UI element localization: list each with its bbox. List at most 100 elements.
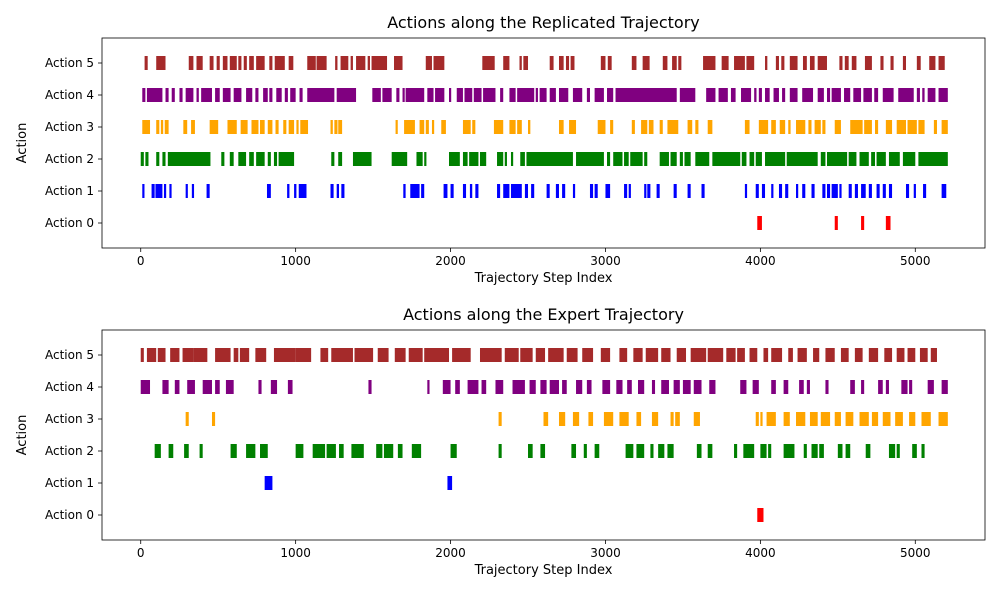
bar-action-2 <box>696 444 702 458</box>
bar-action-4 <box>435 88 445 102</box>
bar-action-5 <box>707 348 724 362</box>
bar-action-4 <box>927 380 934 394</box>
bar-action-2 <box>712 152 741 166</box>
bar-action-3 <box>260 120 265 134</box>
bar-action-2 <box>246 444 256 458</box>
bar-action-3 <box>160 120 164 134</box>
bar-action-2 <box>526 152 573 166</box>
bar-action-1 <box>151 184 155 198</box>
bar-action-1 <box>497 184 501 198</box>
bar-action-1 <box>822 184 826 198</box>
bar-action-5 <box>256 56 265 70</box>
bar-action-3 <box>191 120 195 134</box>
bar-action-3 <box>240 120 248 134</box>
bar-action-4 <box>481 380 487 394</box>
bar-action-4 <box>740 380 747 394</box>
bar-action-4 <box>202 380 212 394</box>
bar-action-4 <box>853 88 862 102</box>
bar-action-2 <box>140 152 144 166</box>
bar-action-4 <box>758 88 762 102</box>
x-tick-label: 0 <box>137 254 145 268</box>
bar-action-1 <box>761 184 766 198</box>
bar-action-2 <box>267 152 271 166</box>
y-tick-label: Action 3 <box>45 120 94 134</box>
bar-action-5 <box>907 348 916 362</box>
bar-action-1 <box>421 184 425 198</box>
bar-action-5 <box>504 348 519 362</box>
bar-action-5 <box>607 56 612 70</box>
bar-action-2 <box>278 152 295 166</box>
bar-action-3 <box>814 120 821 134</box>
y-tick-label: Action 2 <box>45 444 94 458</box>
bar-action-5 <box>844 56 849 70</box>
bar-action-5 <box>170 348 180 362</box>
bar-action-3 <box>744 120 750 134</box>
bar-action-2 <box>786 152 818 166</box>
bar-action-2 <box>162 152 166 166</box>
bar-action-4 <box>602 380 611 394</box>
bar-action-2 <box>326 444 336 458</box>
bar-action-2 <box>811 444 818 458</box>
bar-action-3 <box>648 120 654 134</box>
y-axis-label: Action <box>15 415 30 456</box>
bar-action-3 <box>933 120 937 134</box>
bar-action-5 <box>840 348 849 362</box>
bar-action-3 <box>185 412 189 426</box>
bar-action-5 <box>570 56 575 70</box>
bar-action-4 <box>196 88 199 102</box>
bar-action-5 <box>600 56 606 70</box>
bar-action-4 <box>255 88 259 102</box>
bar-action-1 <box>882 184 886 198</box>
bar-action-4 <box>179 88 183 102</box>
bar-action-4 <box>651 380 656 394</box>
bar-action-3 <box>569 120 577 134</box>
y-tick-label: Action 0 <box>45 216 94 230</box>
bar-action-5 <box>182 348 194 362</box>
bar-action-3 <box>909 412 916 426</box>
bar-action-4 <box>299 88 303 102</box>
bar-action-4 <box>146 88 163 102</box>
bar-action-4 <box>817 88 824 102</box>
bar-action-4 <box>572 88 583 102</box>
bar-action-2 <box>625 444 634 458</box>
bar-action-4 <box>909 380 913 394</box>
bar-action-2 <box>755 152 762 166</box>
bar-action-2 <box>760 444 767 458</box>
bar-action-5 <box>229 56 237 70</box>
bar-action-2 <box>630 152 643 166</box>
bar-action-3 <box>796 412 806 426</box>
bar-action-3 <box>338 120 343 134</box>
bar-action-1 <box>868 184 872 198</box>
bar-action-2 <box>449 152 460 166</box>
bar-action-3 <box>783 412 790 426</box>
bar-action-1 <box>826 184 831 198</box>
bar-action-0 <box>861 216 865 230</box>
bar-action-5 <box>566 348 578 362</box>
bar-action-2 <box>921 444 925 458</box>
bar-action-4 <box>187 380 195 394</box>
bar-action-2 <box>416 152 423 166</box>
bar-action-4 <box>225 380 234 394</box>
bar-action-2 <box>331 152 335 166</box>
bar-action-4 <box>307 88 335 102</box>
bar-action-5 <box>633 348 643 362</box>
bar-action-3 <box>395 120 398 134</box>
bar-action-4 <box>517 88 535 102</box>
bar-action-1 <box>876 184 880 198</box>
bar-action-3 <box>875 120 879 134</box>
bar-action-4 <box>782 88 786 102</box>
bar-action-4 <box>473 88 482 102</box>
bar-action-4 <box>874 88 879 102</box>
bar-action-4 <box>495 380 504 394</box>
bar-action-3 <box>675 412 680 426</box>
bar-action-2 <box>658 444 665 458</box>
bar-action-1 <box>298 184 307 198</box>
bar-action-4 <box>162 380 169 394</box>
bar-action-5 <box>215 348 231 362</box>
bar-action-4 <box>754 88 757 102</box>
bar-action-2 <box>199 444 203 458</box>
bar-action-2 <box>837 444 843 458</box>
bar-action-1 <box>802 184 806 198</box>
bar-action-1 <box>941 184 947 198</box>
